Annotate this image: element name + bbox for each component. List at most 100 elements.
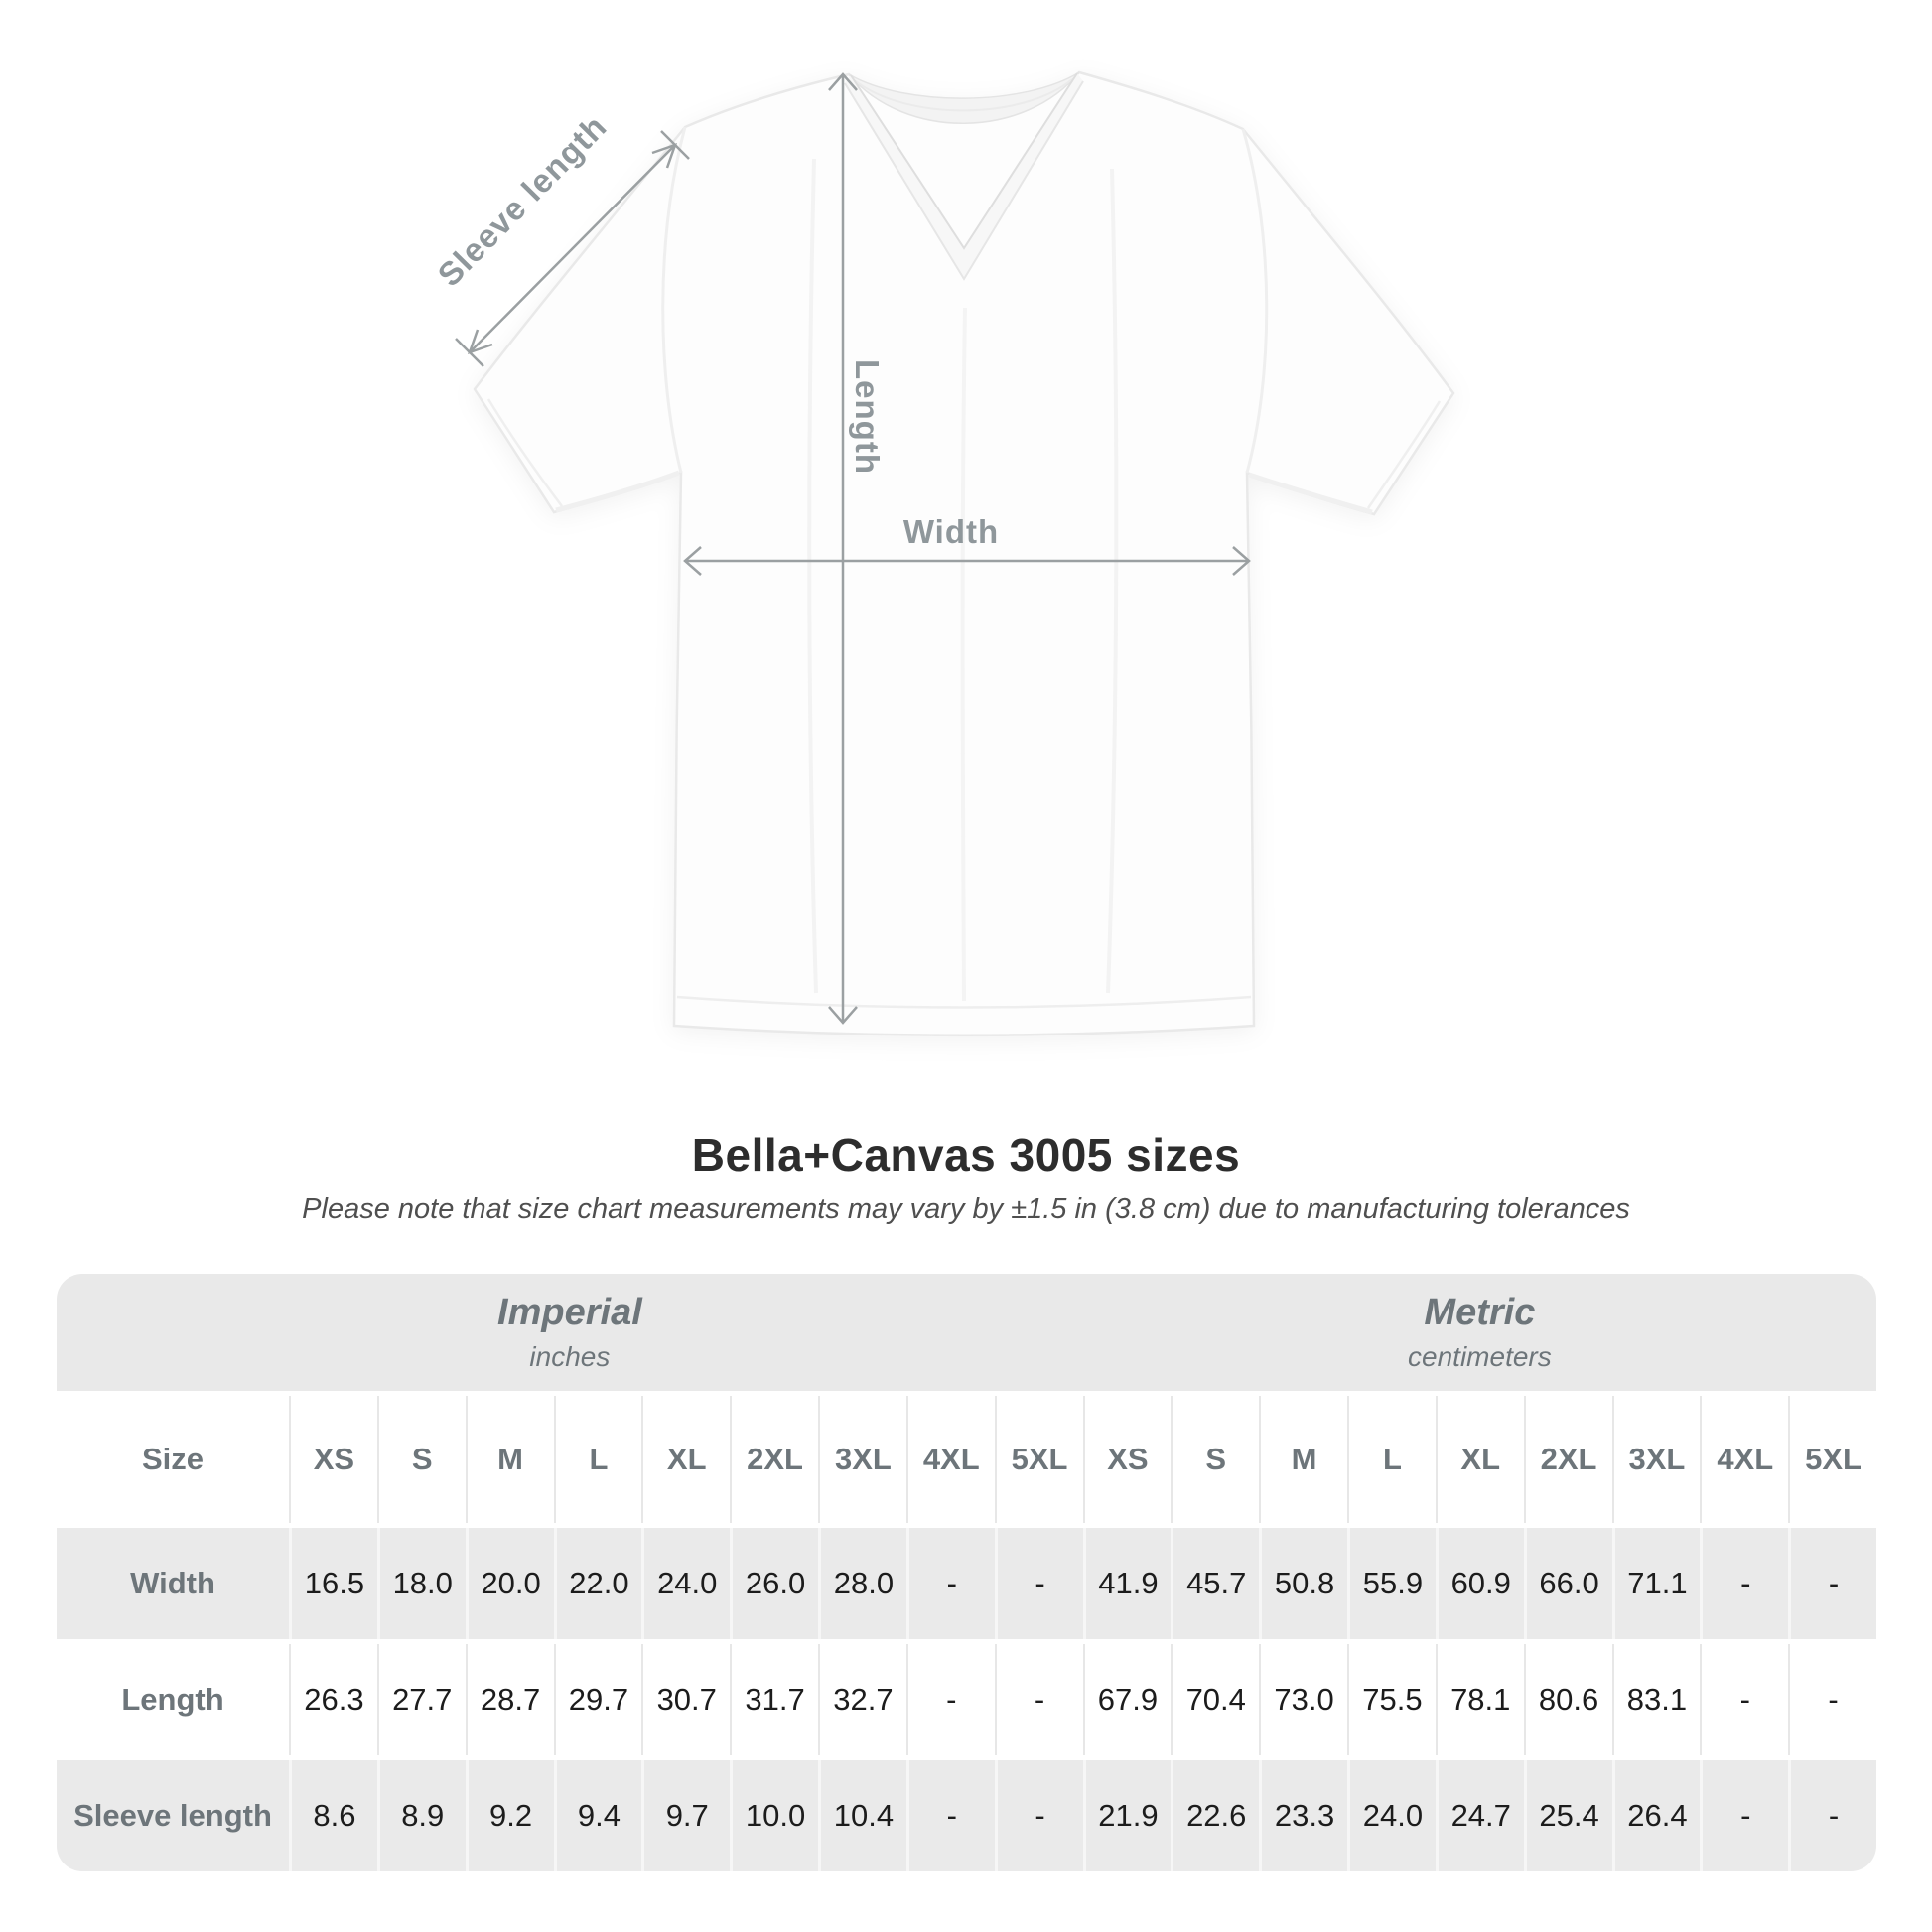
size-header-imperial-l: L — [553, 1396, 642, 1523]
imperial-value: 28.0 — [818, 1528, 906, 1639]
imperial-value: 30.7 — [641, 1644, 731, 1755]
fabric-fold — [807, 158, 818, 994]
metric-value: 71.1 — [1611, 1528, 1701, 1639]
imperial-value: 10.4 — [818, 1760, 906, 1871]
imperial-value: 16.5 — [289, 1528, 377, 1639]
imperial-value: 18.0 — [376, 1528, 466, 1639]
metric-value: 21.9 — [1082, 1760, 1172, 1871]
metric-value: 80.6 — [1523, 1644, 1612, 1755]
size-header-metric-m: M — [1259, 1396, 1347, 1523]
size-header-imperial-s: S — [376, 1396, 466, 1523]
metric-value: - — [1700, 1644, 1789, 1755]
imperial-value: 26.3 — [289, 1644, 377, 1755]
metric-value: 75.5 — [1347, 1644, 1436, 1755]
size-header-metric-2xl: 2XL — [1523, 1396, 1612, 1523]
metric-value: 23.3 — [1259, 1760, 1347, 1871]
metric-header: Metric centimeters — [1083, 1274, 1876, 1391]
size-header-imperial-m: M — [465, 1396, 554, 1523]
hem-stitch — [676, 995, 1252, 1009]
metric-value: 83.1 — [1611, 1644, 1701, 1755]
length-arrow — [828, 72, 858, 1025]
collar-back-stitch — [855, 78, 1073, 112]
vneck-seam — [844, 80, 1084, 281]
tshirt-diagram: Sleeve length Length Width — [430, 70, 1455, 1036]
size-header-imperial-5xl: 5XL — [994, 1396, 1083, 1523]
metric-value: - — [1788, 1644, 1876, 1755]
size-header-metric-3xl: 3XL — [1611, 1396, 1701, 1523]
imperial-value: 32.7 — [818, 1644, 906, 1755]
imperial-value: 9.4 — [553, 1760, 642, 1871]
size-header-imperial-xl: XL — [641, 1396, 731, 1523]
metric-value: 78.1 — [1435, 1644, 1524, 1755]
page-title: Bella+Canvas 3005 sizes — [691, 1129, 1241, 1180]
fabric-fold — [1106, 168, 1119, 994]
imperial-value: 22.0 — [553, 1528, 642, 1639]
metric-value: 24.0 — [1347, 1760, 1436, 1871]
collar-back-band — [848, 71, 1080, 124]
size-header-imperial-2xl: 2XL — [730, 1396, 818, 1523]
width-arrow — [683, 546, 1251, 576]
metric-value: 24.7 — [1435, 1760, 1524, 1871]
vneck-inner-edge — [850, 72, 1078, 250]
metric-value: - — [1788, 1760, 1876, 1871]
size-grid: Size XS S M L XL 2XL 3XL 4XL 5XL XS S M L XL 2XL 3XL 4XL 5… — [57, 1396, 1876, 1871]
tshirt-illustration — [473, 70, 1455, 1036]
row-label: Width — [57, 1528, 289, 1639]
length-label: Length — [849, 359, 886, 475]
metric-value: - — [1788, 1528, 1876, 1639]
size-header-metric-l: L — [1347, 1396, 1436, 1523]
metric-value: 45.7 — [1171, 1528, 1260, 1639]
metric-title: Metric — [1424, 1292, 1536, 1333]
metric-value: 66.0 — [1523, 1528, 1612, 1639]
imperial-value: - — [905, 1528, 995, 1639]
metric-value: 55.9 — [1347, 1528, 1436, 1639]
size-table: Imperial inches Metric centimeters Size X… — [57, 1274, 1876, 1871]
right-underarm-shadow — [1248, 472, 1373, 515]
size-header-metric-xl: XL — [1435, 1396, 1524, 1523]
imperial-value: 20.0 — [465, 1528, 554, 1639]
size-header-imperial-4xl: 4XL — [905, 1396, 995, 1523]
row-label: Sleeve length — [57, 1760, 289, 1871]
size-header-metric-5xl: 5XL — [1788, 1396, 1876, 1523]
imperial-value: - — [994, 1528, 1083, 1639]
metric-value: 26.4 — [1611, 1760, 1701, 1871]
imperial-value: - — [994, 1760, 1083, 1871]
metric-value: 50.8 — [1259, 1528, 1347, 1639]
imperial-value: 8.9 — [376, 1760, 466, 1871]
imperial-value: - — [994, 1644, 1083, 1755]
imperial-value: 27.7 — [376, 1644, 466, 1755]
metric-value: 22.6 — [1171, 1760, 1260, 1871]
imperial-value: 31.7 — [730, 1644, 818, 1755]
right-cuff-stitch — [1366, 400, 1442, 509]
imperial-value: 10.0 — [730, 1760, 818, 1871]
metric-value: 67.9 — [1082, 1644, 1172, 1755]
left-underarm-shadow — [555, 470, 680, 513]
page-subtitle: Please note that size chart measurements… — [302, 1193, 1630, 1225]
left-armhole-seam — [661, 126, 687, 474]
metric-value: 41.9 — [1082, 1528, 1172, 1639]
imperial-value: 29.7 — [553, 1644, 642, 1755]
imperial-value: 9.2 — [465, 1760, 554, 1871]
metric-value: 60.9 — [1435, 1528, 1524, 1639]
imperial-header: Imperial inches — [57, 1274, 1083, 1391]
imperial-value: 26.0 — [730, 1528, 818, 1639]
imperial-value: 24.0 — [641, 1528, 731, 1639]
size-column-header: Size — [57, 1396, 289, 1523]
width-label: Width — [903, 513, 999, 550]
metric-value: - — [1700, 1528, 1789, 1639]
metric-value: 73.0 — [1259, 1644, 1347, 1755]
imperial-value: 9.7 — [641, 1760, 731, 1871]
size-header-imperial-xs: XS — [289, 1396, 377, 1523]
metric-value: - — [1700, 1760, 1789, 1871]
sleeve-length-arrow — [455, 130, 690, 367]
right-armhole-seam — [1241, 128, 1269, 474]
imperial-value: 28.7 — [465, 1644, 554, 1755]
size-header-metric-s: S — [1171, 1396, 1260, 1523]
size-header-metric-4xl: 4XL — [1700, 1396, 1789, 1523]
unit-header-band: Imperial inches Metric centimeters — [57, 1274, 1876, 1391]
imperial-value: - — [905, 1644, 995, 1755]
metric-unit: centimeters — [1408, 1341, 1552, 1372]
imperial-value: 8.6 — [289, 1760, 377, 1871]
left-cuff-stitch — [486, 398, 564, 507]
